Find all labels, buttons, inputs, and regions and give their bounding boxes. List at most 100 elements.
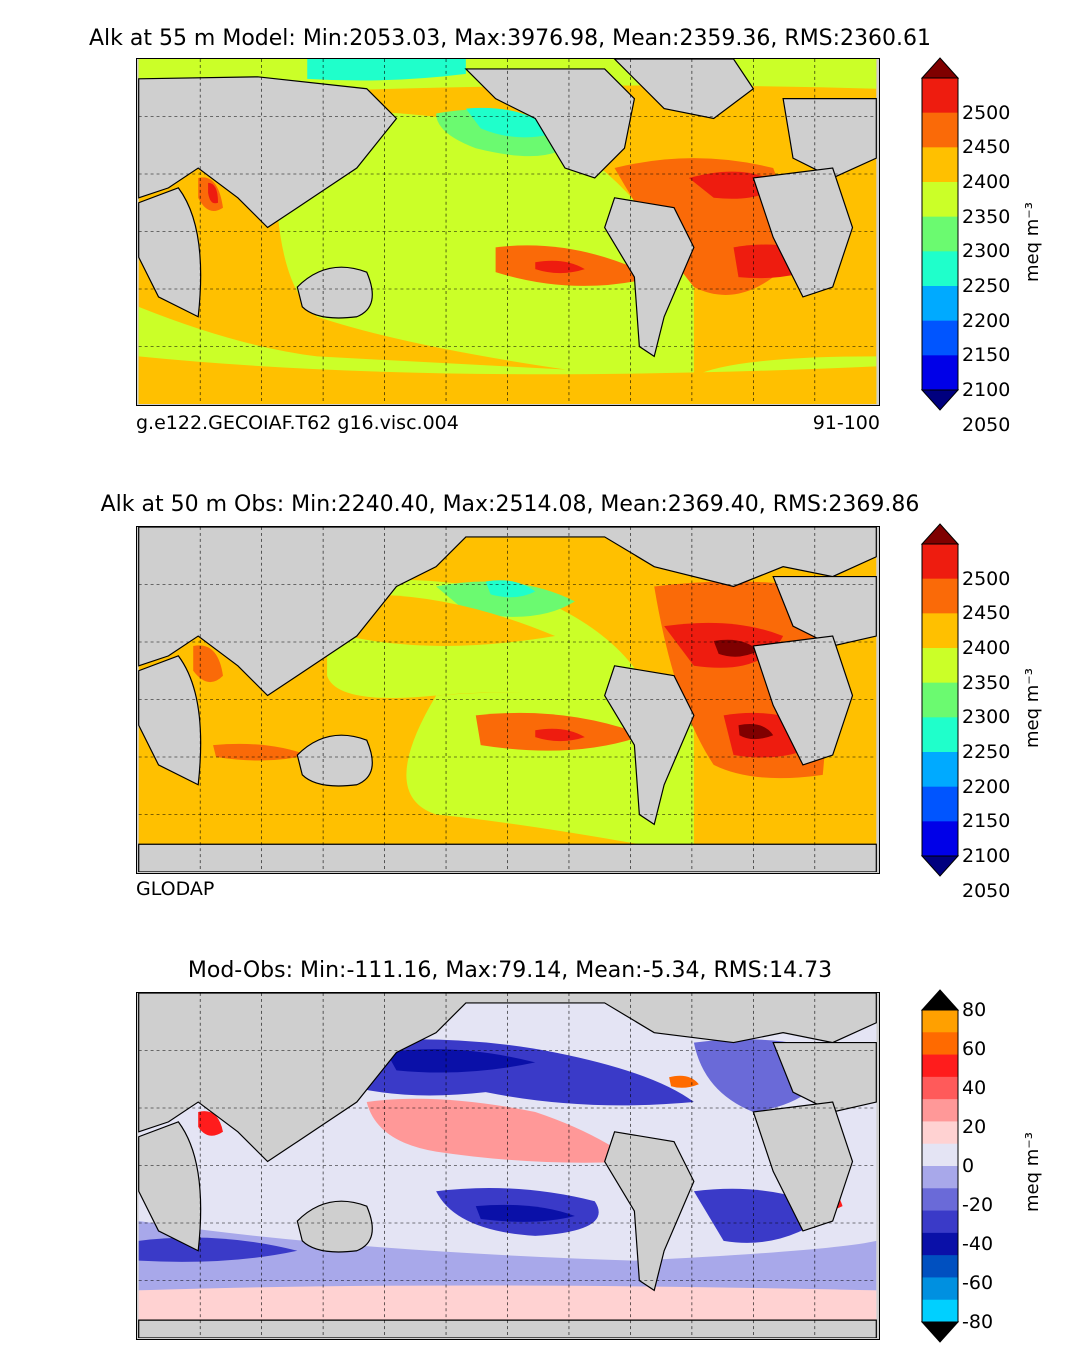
colorbar-tick-label: 2300 bbox=[962, 240, 1011, 263]
colorbar-segment bbox=[922, 1121, 958, 1145]
colorbar-tick-label: 2150 bbox=[962, 810, 1011, 833]
spac-darkblue bbox=[475, 1204, 575, 1222]
model-map-svg bbox=[138, 59, 877, 404]
model-map bbox=[136, 58, 880, 406]
colorbar-tick-label: 2500 bbox=[962, 567, 1011, 590]
colorbar-frame bbox=[921, 77, 959, 391]
colorbar-tick-label: 20 bbox=[962, 1116, 987, 1138]
colorbar-obs bbox=[920, 523, 960, 877]
colorbar-max-extend bbox=[920, 523, 960, 545]
colorbar-segment bbox=[922, 1010, 958, 1033]
colorbar-diff bbox=[920, 989, 960, 1343]
colorbar-tick-label: 2050 bbox=[962, 879, 1011, 902]
colorbar-segment bbox=[922, 1099, 958, 1122]
colorbar-tick-label: 2250 bbox=[962, 741, 1011, 763]
colorbar-segment bbox=[922, 78, 958, 114]
natl-maroon bbox=[713, 639, 759, 657]
arabian-red bbox=[198, 1111, 223, 1136]
obs-map bbox=[136, 526, 880, 874]
colorbar-diff-svg bbox=[920, 989, 960, 1343]
diff-map bbox=[136, 992, 880, 1340]
colorbar-tick-label: 0 bbox=[962, 1155, 975, 1177]
colorbar-tick-label: 2200 bbox=[962, 309, 1011, 332]
colorbar-frame bbox=[921, 543, 959, 857]
colorbar-tick-label: 40 bbox=[962, 1077, 987, 1099]
colorbar-tick-label: 2200 bbox=[962, 775, 1011, 798]
colorbar-segment bbox=[922, 1166, 958, 1189]
colorbar-tick-label: 2400 bbox=[962, 171, 1011, 193]
spac-red bbox=[535, 728, 585, 742]
colorbar-segment bbox=[922, 1232, 958, 1256]
obs-map-svg bbox=[138, 527, 877, 872]
colorbar-tick-label: 2350 bbox=[962, 205, 1011, 228]
panel-title: Alk at 55 m Model: Min:2053.03, Max:3976… bbox=[88, 26, 932, 51]
colorbar-segment bbox=[922, 216, 958, 252]
diff-map-svg bbox=[138, 993, 877, 1338]
arabian-red bbox=[208, 182, 219, 204]
colorbar-min-extend bbox=[920, 855, 960, 877]
colorbar-segment bbox=[922, 821, 958, 857]
years-label: 91-100 bbox=[812, 412, 880, 434]
colorbar-model bbox=[920, 57, 960, 411]
colorbar-segment bbox=[922, 1076, 958, 1100]
colorbar-model-svg bbox=[920, 57, 960, 411]
colorbar-segment bbox=[922, 320, 958, 356]
colorbar-max-extend bbox=[920, 57, 960, 79]
colorbar-tick-label: -80 bbox=[962, 1311, 994, 1333]
arabian-orange bbox=[193, 645, 223, 683]
colorbar-tick-label: 2300 bbox=[962, 706, 1011, 729]
colorbar-segment bbox=[922, 613, 958, 649]
colorbar-segment bbox=[922, 682, 958, 718]
colorbar-tick-label: 2450 bbox=[962, 602, 1011, 625]
graticule bbox=[138, 527, 877, 872]
npac-cyan bbox=[465, 107, 556, 138]
colorbar-segment bbox=[922, 1255, 958, 1278]
colorbar-tick-label: 2050 bbox=[962, 413, 1011, 436]
colorbar-tick-label: 2250 bbox=[962, 275, 1011, 297]
colorbar-obs-svg bbox=[920, 523, 960, 877]
pacific-band bbox=[275, 111, 694, 387]
colorbar-segment bbox=[922, 1143, 958, 1167]
colorbar-segment bbox=[922, 182, 958, 218]
colorbar-segment bbox=[922, 717, 958, 753]
colorbar-unit: meq m⁻³ bbox=[1022, 201, 1043, 282]
arctic-cyan bbox=[307, 59, 466, 81]
colorbar-frame bbox=[921, 1009, 959, 1323]
npac-darkblue bbox=[386, 1049, 536, 1073]
colorbar-segment bbox=[922, 1210, 958, 1234]
colorbar-segment bbox=[922, 544, 958, 580]
colorbar-segment bbox=[922, 1299, 958, 1323]
colorbar-segment bbox=[922, 286, 958, 322]
colorbar-tick-label: -40 bbox=[962, 1233, 994, 1255]
gulfstream-orange bbox=[669, 1075, 699, 1088]
colorbar-segment bbox=[922, 112, 958, 148]
graticule bbox=[138, 993, 877, 1338]
colorbar-segment bbox=[922, 1032, 958, 1056]
colorbar-tick-label: 2500 bbox=[962, 101, 1011, 124]
spac-red bbox=[535, 260, 585, 274]
colorbar-min-extend bbox=[920, 1321, 960, 1343]
colorbar-tick-label: 2350 bbox=[962, 671, 1011, 694]
colorbar-tick-label: -60 bbox=[962, 1272, 994, 1294]
colorbar-segment bbox=[922, 355, 958, 391]
source-label: GLODAP bbox=[136, 878, 215, 900]
run-label: g.e122.GECOIAF.T62 g16.visc.004 bbox=[136, 412, 459, 434]
npac-orange bbox=[336, 594, 556, 646]
colorbar-segment bbox=[922, 147, 958, 183]
colorbar-segment bbox=[922, 786, 958, 822]
colorbar-segment bbox=[922, 1054, 958, 1078]
panel-title: Mod-Obs: Min:-111.16, Max:79.14, Mean:-5… bbox=[187, 958, 833, 983]
colorbar-segment bbox=[922, 752, 958, 788]
colorbar-tick-label: 2400 bbox=[962, 637, 1011, 659]
pac-pink bbox=[366, 1098, 635, 1163]
land-masses bbox=[138, 59, 877, 358]
colorbar-max-extend bbox=[920, 989, 960, 1011]
satl-maroon bbox=[738, 724, 774, 740]
colorbar-segment bbox=[922, 1188, 958, 1212]
graticule bbox=[138, 59, 877, 404]
southern-blue bbox=[138, 1237, 298, 1262]
colorbar-tick-label: 2100 bbox=[962, 845, 1011, 867]
indian-orange bbox=[213, 743, 308, 761]
colorbar-tick-label: 2100 bbox=[962, 379, 1011, 401]
colorbar-segment bbox=[922, 1277, 958, 1301]
